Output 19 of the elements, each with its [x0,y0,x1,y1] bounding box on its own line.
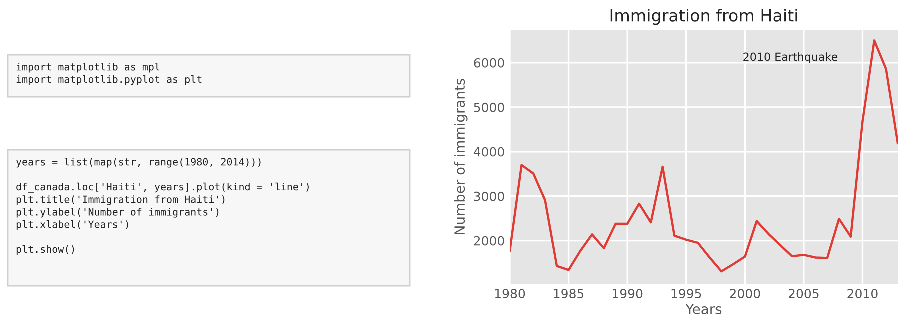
y-tick-label: 6000 [474,58,504,68]
x-tick-label: 1985 [554,289,584,299]
x-tick-label: 2000 [730,289,760,299]
x-tick-label: 2005 [788,289,819,299]
y-tick-label: 2000 [474,236,504,246]
x-tick-label: 1995 [672,289,702,299]
text: years = list(map(str, range(1980, 2014))) df_canada.loc['Haiti', years].plot(kind = 'line') plt.title('Immigration from Haiti') plt.ylabel('Number of immigrants') plt.xlabel('Years') plt.show() [16,158,309,256]
y-axis-title: Number of immigrants [454,79,468,234]
line-series [510,40,898,273]
text: import matplotlib as mpl import matplotlib.pyplot as plt [16,63,202,86]
y-tick-label: 3000 [474,192,504,202]
chart-title: Immigration from Haiti [610,9,798,26]
x-axis-title: Years [686,304,722,314]
x-tick-label: 1980 [495,289,526,299]
annotation: 2010 Earthquake [744,52,838,64]
y-tick-label: 4000 [474,147,504,157]
x-tick-label: 1990 [613,289,643,299]
y-tick-label: 5000 [474,102,504,112]
x-tick-label: 2010 [848,289,878,299]
